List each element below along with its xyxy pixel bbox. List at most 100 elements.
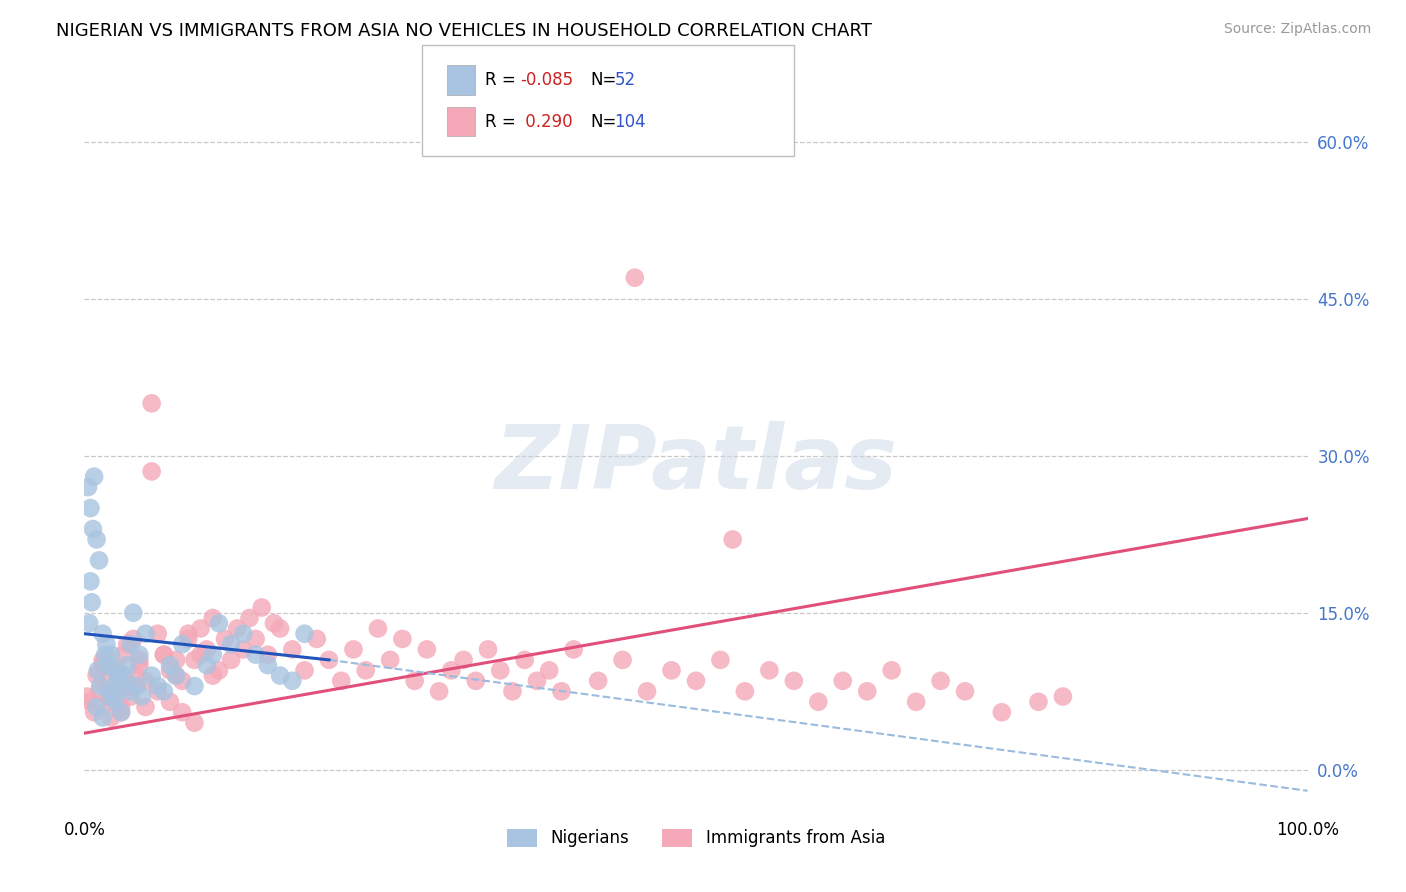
- Point: [305, 632, 328, 646]
- Point: [257, 648, 280, 662]
- Point: [281, 642, 304, 657]
- Point: [79, 501, 101, 516]
- Point: [453, 653, 475, 667]
- Point: [831, 673, 853, 688]
- Point: [758, 664, 780, 678]
- Point: [612, 653, 634, 667]
- Point: [661, 664, 683, 678]
- Point: [107, 668, 129, 682]
- Point: [183, 679, 205, 693]
- Point: [380, 653, 402, 667]
- Point: [538, 664, 561, 678]
- Point: [636, 684, 658, 698]
- Point: [342, 642, 364, 657]
- Point: [76, 690, 98, 704]
- Point: [114, 668, 136, 682]
- Point: [232, 642, 254, 657]
- Point: [991, 705, 1014, 719]
- Point: [91, 653, 114, 667]
- Point: [165, 653, 187, 667]
- Text: NIGERIAN VS IMMIGRANTS FROM ASIA NO VEHICLES IN HOUSEHOLD CORRELATION CHART: NIGERIAN VS IMMIGRANTS FROM ASIA NO VEHI…: [56, 22, 872, 40]
- Point: [477, 642, 499, 657]
- Point: [624, 270, 647, 285]
- Point: [83, 705, 105, 719]
- Point: [153, 648, 176, 662]
- Point: [104, 664, 127, 678]
- Point: [128, 648, 150, 662]
- Point: [586, 673, 609, 688]
- Point: [94, 648, 117, 662]
- Point: [281, 673, 304, 688]
- Text: 104: 104: [614, 112, 645, 131]
- Point: [807, 695, 830, 709]
- Point: [245, 632, 267, 646]
- Point: [953, 684, 976, 698]
- Point: [183, 653, 205, 667]
- Point: [214, 632, 236, 646]
- Point: [165, 668, 187, 682]
- Point: [257, 658, 280, 673]
- Point: [929, 673, 952, 688]
- Point: [83, 469, 105, 483]
- Point: [128, 658, 150, 673]
- Point: [562, 642, 585, 657]
- Text: N=: N=: [591, 112, 617, 131]
- Point: [146, 626, 169, 640]
- Point: [122, 679, 145, 693]
- Point: [96, 673, 118, 688]
- Point: [86, 533, 108, 547]
- Point: [153, 684, 176, 698]
- Point: [101, 690, 124, 704]
- Point: [208, 664, 231, 678]
- Point: [110, 700, 132, 714]
- Text: R =: R =: [485, 112, 516, 131]
- Point: [172, 673, 194, 688]
- Point: [120, 637, 142, 651]
- Point: [1052, 690, 1074, 704]
- Point: [91, 626, 114, 640]
- Point: [201, 611, 224, 625]
- Point: [110, 705, 132, 719]
- Point: [86, 700, 108, 714]
- Point: [208, 616, 231, 631]
- Point: [104, 684, 127, 698]
- Point: [125, 668, 148, 682]
- Point: [440, 664, 463, 678]
- Point: [97, 658, 120, 673]
- Point: [880, 664, 903, 678]
- Point: [141, 464, 163, 478]
- Point: [159, 695, 181, 709]
- Point: [783, 673, 806, 688]
- Point: [105, 673, 128, 688]
- Point: [201, 668, 224, 682]
- Point: [112, 648, 135, 662]
- Point: [195, 658, 218, 673]
- Point: [128, 653, 150, 667]
- Point: [77, 616, 100, 631]
- Point: [416, 642, 439, 657]
- Point: [97, 695, 120, 709]
- Point: [79, 574, 101, 589]
- Point: [96, 637, 118, 651]
- Point: [131, 690, 153, 704]
- Point: [146, 684, 169, 698]
- Text: ZIPatlas: ZIPatlas: [495, 421, 897, 508]
- Point: [177, 626, 200, 640]
- Point: [110, 679, 132, 693]
- Point: [115, 679, 138, 693]
- Point: [709, 653, 731, 667]
- Text: 52: 52: [614, 70, 636, 89]
- Point: [226, 622, 249, 636]
- Point: [87, 684, 110, 698]
- Point: [104, 679, 127, 693]
- Point: [269, 668, 291, 682]
- Point: [195, 642, 218, 657]
- Point: [146, 679, 169, 693]
- Point: [159, 664, 181, 678]
- Point: [115, 658, 138, 673]
- Legend: Nigerians, Immigrants from Asia: Nigerians, Immigrants from Asia: [501, 822, 891, 854]
- Point: [159, 658, 181, 673]
- Point: [172, 637, 194, 651]
- Point: [250, 600, 273, 615]
- Point: [219, 653, 242, 667]
